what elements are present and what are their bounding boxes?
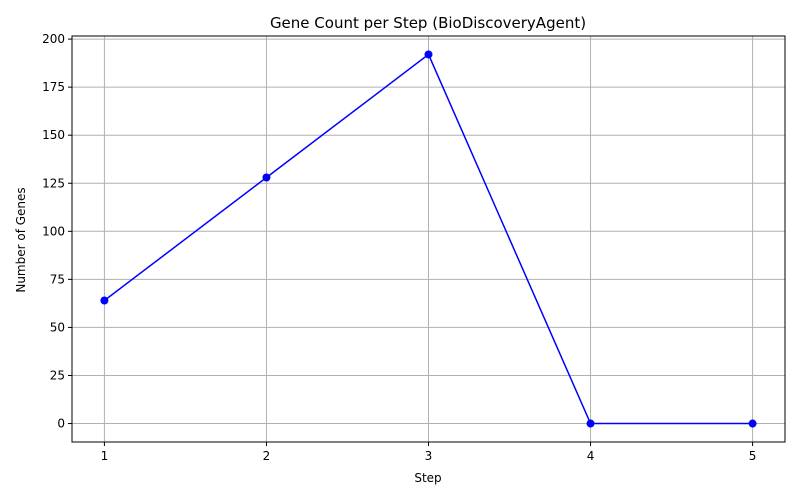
y-tick-label: 150 xyxy=(42,128,65,142)
y-axis-title: Number of Genes xyxy=(14,187,28,292)
y-tick-label: 100 xyxy=(42,224,65,238)
y-axis-ticks: 0 25 50 75 100 125 150 175 200 xyxy=(42,32,72,431)
y-tick-label: 0 xyxy=(57,417,65,431)
data-point xyxy=(262,173,271,182)
y-tick-label: 175 xyxy=(42,80,65,94)
series-layer xyxy=(100,50,757,428)
x-tick-label: 4 xyxy=(587,449,595,463)
x-axis-ticks: 1 2 3 4 5 xyxy=(101,442,757,463)
y-tick-label: 50 xyxy=(50,320,65,334)
y-tick-label: 25 xyxy=(50,368,65,382)
data-point xyxy=(100,296,109,305)
y-tick-label: 200 xyxy=(42,32,65,46)
data-point xyxy=(424,50,433,59)
data-point xyxy=(586,419,595,428)
y-tick-label: 125 xyxy=(42,176,65,190)
y-tick-label: 75 xyxy=(50,272,65,286)
grid xyxy=(72,36,785,442)
x-axis-title: Step xyxy=(414,471,441,485)
x-tick-label: 5 xyxy=(749,449,757,463)
chart-title: Gene Count per Step (BioDiscoveryAgent) xyxy=(270,14,586,32)
x-tick-label: 1 xyxy=(101,449,109,463)
x-tick-label: 2 xyxy=(263,449,271,463)
x-tick-label: 3 xyxy=(425,449,433,463)
data-point xyxy=(748,419,757,428)
